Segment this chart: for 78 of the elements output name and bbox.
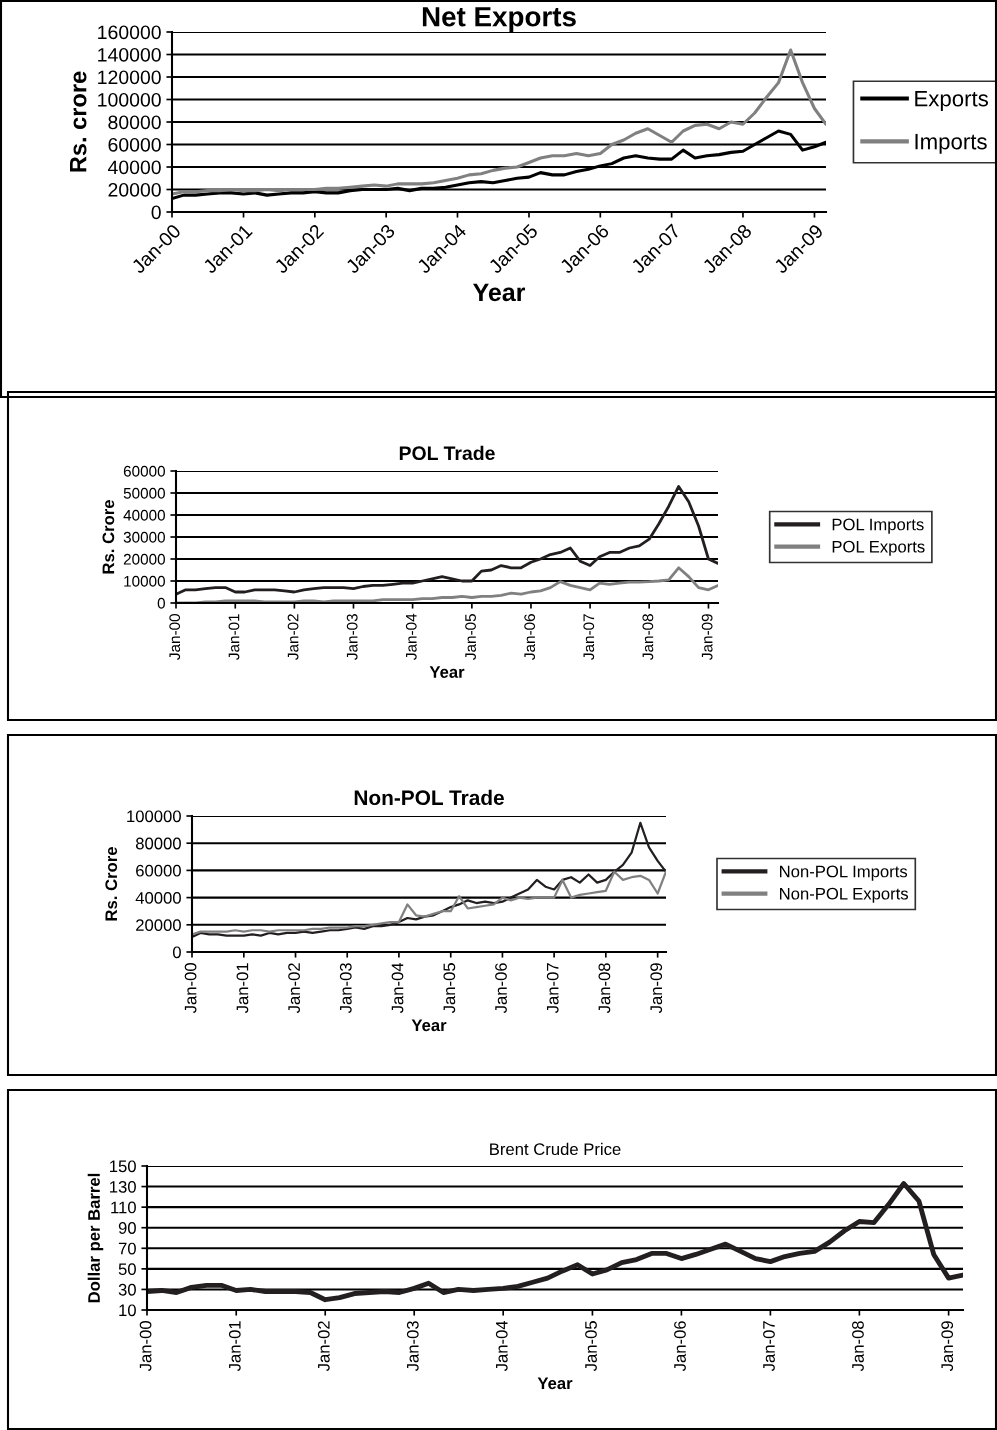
x-tick-label: Jan-07: [583, 614, 595, 660]
x-tick-label: Jan-00: [184, 963, 197, 1014]
y-tick-label: 30000: [123, 531, 165, 543]
legend-label: Imports: [915, 133, 987, 154]
x-tick-label: Jan-08: [852, 1321, 864, 1372]
legend-label: Non-POL Imports: [780, 865, 908, 881]
legend-label: POL Imports: [832, 518, 924, 534]
x-tick-label: Jan-09: [701, 614, 713, 660]
y-tick-label: 80000: [135, 837, 181, 850]
x-axis-title: Year: [429, 666, 465, 678]
x-tick-label: Jan-09: [650, 963, 663, 1014]
x-tick-label: Jan-05: [443, 963, 456, 1014]
y-tick-label: 40000: [107, 160, 161, 175]
x-axis-title: Year: [537, 1377, 573, 1390]
y-tick-label: 120000: [98, 70, 161, 85]
y-tick-label: 40000: [135, 892, 181, 904]
y-tick-label: 140000: [98, 47, 161, 62]
y-axis-title: Dollar per Barrel: [87, 1173, 104, 1303]
y-axis-title: Rs. Crore: [105, 847, 118, 921]
x-tick-label: Jan-06: [524, 614, 536, 660]
x-tick-label: Jan-03: [346, 614, 358, 660]
x-tick-label: Jan-00: [169, 614, 181, 660]
x-tick-label: Jan-03: [339, 963, 352, 1014]
x-tick-label: Jan-04: [495, 1320, 508, 1372]
x-tick-label: Jan-02: [317, 1321, 330, 1372]
x-tick-label: Jan-05: [465, 614, 476, 660]
x-tick-label: Jan-04: [391, 962, 404, 1014]
x-tick-label: Jan-06: [674, 1321, 686, 1372]
y-axis-title: Rs. Crore: [102, 500, 115, 574]
x-tick-label: Jan-03: [406, 1321, 419, 1372]
y-tick-label: 80000: [108, 115, 161, 130]
y-tick-label: 150: [110, 1160, 136, 1173]
x-tick-label: Jan-04: [405, 613, 417, 660]
y-tick-label: 10: [119, 1304, 136, 1317]
legend-label: Exports: [915, 90, 988, 111]
y-tick-label: 90: [118, 1222, 136, 1234]
y-tick-label: 30: [118, 1283, 136, 1296]
chart-title: Brent Crude Price: [490, 1142, 621, 1156]
y-tick-label: 0: [172, 946, 181, 959]
x-tick-label: Jan-08: [598, 963, 611, 1014]
chart-title: Non-POL Trade: [354, 789, 504, 806]
y-tick-label: 100000: [127, 810, 181, 823]
y-tick-label: 60000: [108, 137, 161, 152]
x-tick-label: Jan-07: [546, 963, 559, 1014]
x-tick-label: Jan-00: [139, 1321, 152, 1372]
y-tick-label: 160000: [98, 25, 161, 40]
y-tick-label: 100000: [98, 92, 161, 107]
chart-title: POL Trade: [399, 445, 495, 461]
x-tick-label: Jan-09: [941, 1321, 954, 1372]
x-tick-label: Jan-06: [495, 963, 507, 1014]
y-tick-label: 40000: [123, 509, 165, 521]
y-tick-label: 60000: [123, 465, 165, 477]
legend-label: POL Exports: [832, 540, 925, 556]
chart-title: Net Exports: [422, 7, 576, 32]
x-tick-label: Jan-07: [763, 1321, 775, 1372]
x-tick-label: Jan-02: [288, 963, 300, 1014]
y-tick-label: 110: [111, 1201, 136, 1214]
legend-label: Non-POL Exports: [780, 887, 909, 903]
x-tick-label: Jan-01: [236, 963, 249, 1014]
y-axis-title: Rs. crore: [70, 71, 87, 172]
y-tick-label: 50: [118, 1263, 136, 1276]
x-tick-label: Jan-01: [228, 614, 240, 660]
y-tick-label: 0: [151, 205, 161, 220]
x-axis-title: Year: [473, 283, 526, 302]
x-tick-label: Jan-08: [642, 614, 654, 660]
y-tick-label: 70: [118, 1242, 136, 1255]
y-tick-label: 10000: [124, 575, 165, 587]
x-tick-label: Jan-02: [287, 614, 299, 660]
y-tick-label: 0: [157, 597, 165, 609]
x-axis-title: Year: [411, 1019, 447, 1032]
y-tick-label: 20000: [123, 553, 165, 565]
y-tick-label: 50000: [123, 487, 165, 499]
y-tick-label: 20000: [108, 182, 161, 197]
y-tick-label: 130: [110, 1180, 136, 1193]
y-tick-label: 60000: [136, 864, 181, 877]
x-tick-label: Jan-05: [585, 1321, 597, 1372]
x-tick-label: Jan-01: [228, 1321, 241, 1372]
y-tick-label: 20000: [136, 919, 181, 931]
